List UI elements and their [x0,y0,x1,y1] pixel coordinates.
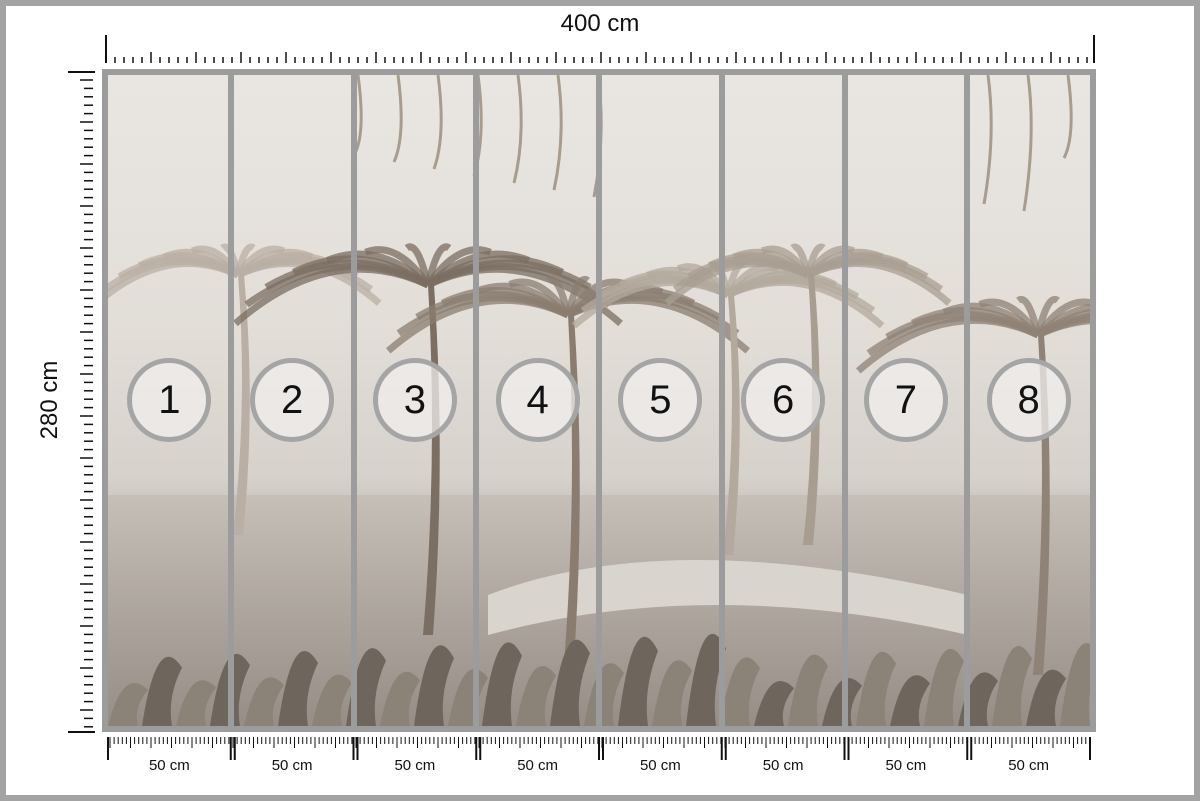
palm-frond [364,246,431,287]
panel-width-label: 50 cm [271,757,313,774]
panel-divider [841,69,848,732]
foliage-leaf [584,663,624,726]
hanging-vine [1022,75,1033,212]
panel-number-badge: 8 [986,358,1071,442]
foliage-leaf [686,633,726,726]
palm-trunk [233,275,250,535]
panel-number-badge: 1 [127,358,212,442]
panel-divider [718,69,725,732]
foliage-leaf [1026,669,1066,726]
panel-width-label: 50 cm [762,757,804,774]
panel-number-badge: 5 [618,358,703,442]
hanging-vine [982,75,993,205]
foliage-leaf [924,648,964,726]
panel-number-badge: 4 [495,358,580,442]
palm-frond [1036,317,1090,339]
foliage-leaf [482,642,522,726]
panel-width-label: 50 cm [639,757,681,774]
panel-divider [227,69,234,732]
foliage-leaf [516,666,556,726]
panel-number-badge: 6 [741,358,826,442]
hanging-vine [512,75,523,184]
foliage-leaf [1060,643,1090,726]
foliage-leaf [788,654,828,726]
foliage-leaf [618,636,658,726]
foliage-leaf [380,671,420,726]
foliage-leaf [992,646,1032,726]
panel-number-badge: 2 [250,358,335,442]
panel-width-label: 50 cm [1008,757,1050,774]
foliage-leaf [550,639,590,726]
foliage-leaf [108,683,148,726]
hanging-vine [432,75,443,170]
foliage-leaf [856,651,896,726]
foliage-leaf [414,645,454,726]
panel-width-label: 50 cm [394,757,436,774]
panel-width-label: 50 cm [517,757,559,774]
total-width-label: 400 cm [560,10,640,37]
panel-divider [596,69,602,732]
panel-divider [473,69,480,732]
palm-trunk [803,275,820,545]
panel-width-label: 50 cm [885,757,927,774]
palm-frond [806,260,952,306]
hanging-vine [1062,75,1073,159]
palm-frond [726,278,885,329]
foliage-leaf [890,675,930,726]
panel-width-label: 50 cm [148,757,190,774]
foliage-leaf [652,660,692,726]
foliage-leaf [720,657,760,726]
panel-divider [350,69,357,732]
foliage-leaf [176,680,216,726]
hanging-vine [392,75,403,163]
hanging-vine [552,75,563,191]
foliage-leaf [278,651,318,726]
foliage-leaf [142,656,182,726]
foliage-leaf [244,677,284,726]
panel-number-badge: 3 [372,358,457,442]
panel-number-badge: 7 [863,358,948,442]
foliage-leaf [312,674,352,726]
path [488,560,968,635]
panel-divider [964,69,971,732]
palm-trunk [723,295,740,555]
foliage-leaf [754,681,794,726]
